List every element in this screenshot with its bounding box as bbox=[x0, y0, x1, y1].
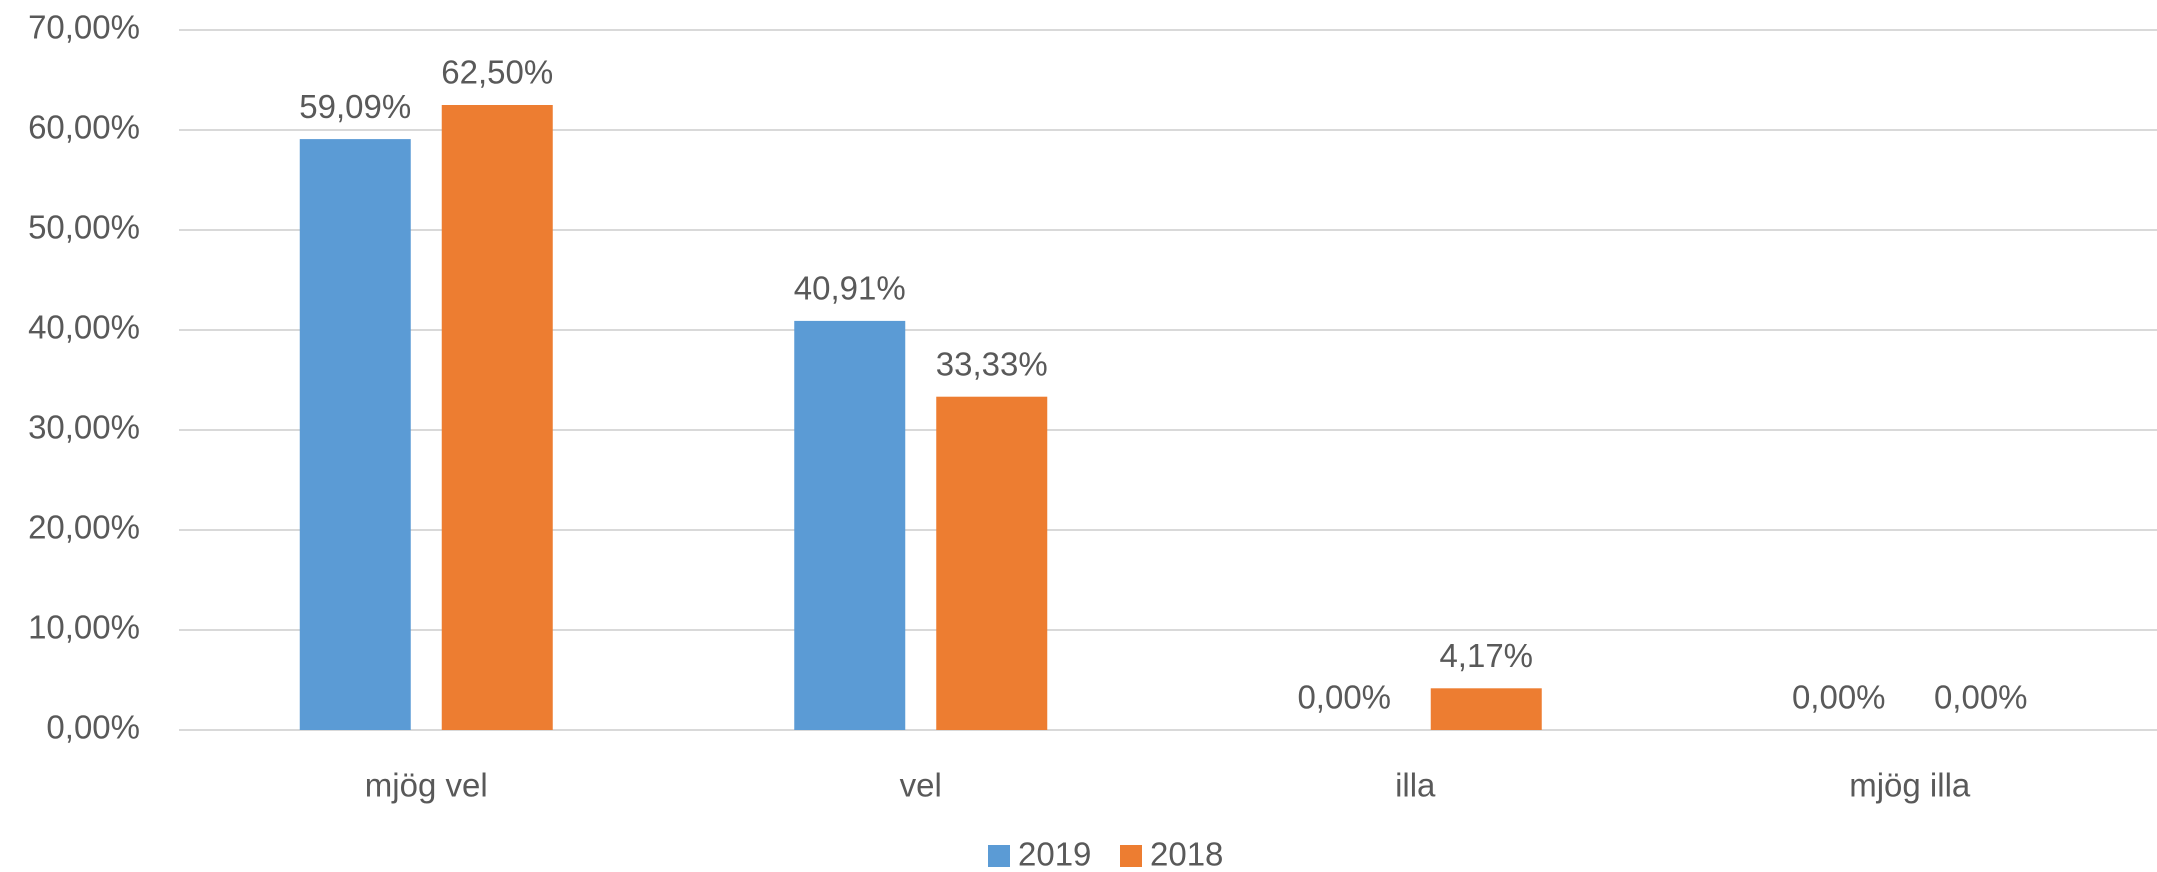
data-label: 62,50% bbox=[441, 54, 553, 91]
x-tick-label: mjög vel bbox=[365, 767, 488, 804]
bar bbox=[936, 396, 1048, 730]
x-tick-label: mjög illa bbox=[1849, 767, 1971, 804]
data-label: 0,00% bbox=[1792, 679, 1886, 716]
y-tick-label: 10,00% bbox=[28, 609, 140, 646]
bar bbox=[794, 320, 906, 730]
data-label: 33,33% bbox=[936, 345, 1048, 382]
legend-swatch bbox=[1120, 845, 1142, 867]
bar bbox=[441, 105, 553, 730]
y-tick-label: 0,00% bbox=[46, 709, 140, 746]
y-tick-label: 40,00% bbox=[28, 309, 140, 346]
y-tick-label: 50,00% bbox=[28, 209, 140, 246]
bar bbox=[1430, 688, 1542, 730]
data-label: 0,00% bbox=[1297, 679, 1391, 716]
data-label: 59,09% bbox=[299, 88, 411, 125]
y-tick-label: 60,00% bbox=[28, 109, 140, 146]
bar bbox=[299, 139, 411, 731]
y-tick-label: 30,00% bbox=[28, 409, 140, 446]
legend-label: 2018 bbox=[1150, 836, 1223, 872]
x-tick-label: vel bbox=[900, 767, 942, 804]
data-label: 0,00% bbox=[1934, 679, 2028, 716]
legend-swatch bbox=[988, 845, 1010, 867]
x-tick-label: illa bbox=[1395, 767, 1436, 804]
data-label: 40,91% bbox=[794, 270, 906, 307]
y-tick-label: 20,00% bbox=[28, 509, 140, 546]
y-tick-label: 70,00% bbox=[28, 9, 140, 46]
data-label: 4,17% bbox=[1439, 637, 1533, 674]
legend-label: 2019 bbox=[1018, 836, 1091, 872]
